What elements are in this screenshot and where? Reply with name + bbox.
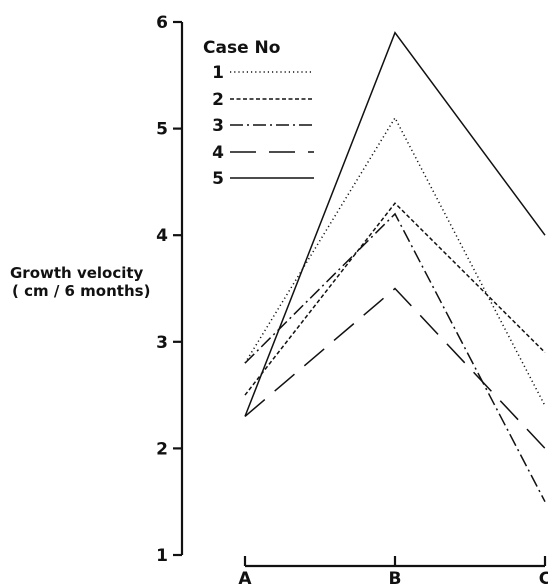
legend-title: Case No — [203, 38, 280, 58]
legend-label-case-1: 1 — [212, 63, 224, 83]
y-tick-label: 1 — [156, 546, 168, 566]
series-line-case-5 — [244, 31, 546, 417]
axes — [180, 22, 545, 568]
series-line-case-3 — [244, 212, 546, 503]
x-tick-label: C — [539, 569, 548, 584]
y-tick-label: 3 — [156, 333, 168, 353]
y-tick-label: 4 — [156, 226, 168, 246]
legend: Case No 1 2 3 4 5 — [203, 38, 314, 189]
y-axis-label-line-2: ( cm / 6 months) — [12, 282, 150, 300]
x-ticks: A B C — [238, 556, 548, 584]
series-line-case-2 — [244, 202, 546, 396]
y-tick-label: 5 — [156, 120, 168, 140]
y-tick-label: 6 — [156, 13, 168, 33]
y-tick-label: 2 — [156, 439, 168, 459]
x-tick-label: A — [238, 569, 252, 584]
y-axis-label-line-1: Growth velocity — [10, 264, 144, 282]
legend-label-case-3: 3 — [212, 116, 224, 136]
y-ticks: 1 2 3 4 5 6 — [156, 13, 182, 566]
legend-label-case-2: 2 — [212, 90, 224, 110]
series-line-case-1 — [244, 116, 546, 407]
legend-label-case-5: 5 — [212, 169, 224, 189]
x-tick-label: B — [389, 569, 402, 584]
legend-label-case-4: 4 — [212, 143, 224, 163]
series-line-case-4 — [244, 287, 546, 449]
series-lines — [244, 31, 546, 503]
